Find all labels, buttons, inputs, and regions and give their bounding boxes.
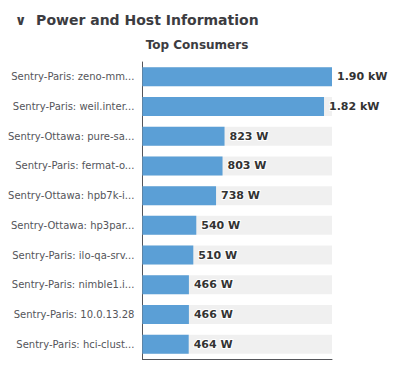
svg-text:Sentry-Paris: ilo-qa-srv...: Sentry-Paris: ilo-qa-srv...	[12, 250, 134, 261]
svg-text:466 W: 466 W	[194, 278, 233, 291]
svg-text:Sentry-Paris: weil.inter...: Sentry-Paris: weil.inter...	[13, 101, 135, 112]
svg-text:510 W: 510 W	[198, 249, 237, 262]
svg-text:Sentry-Paris: fermat-o...: Sentry-Paris: fermat-o...	[15, 160, 134, 171]
svg-text:Sentry-Paris: 10.0.13.28: Sentry-Paris: 10.0.13.28	[14, 309, 135, 320]
svg-text:1.82 kW: 1.82 kW	[329, 100, 379, 113]
svg-text:Sentry-Ottawa: hp3par...: Sentry-Ottawa: hp3par...	[11, 220, 134, 231]
svg-text:464 W: 464 W	[194, 338, 233, 351]
svg-text:Sentry-Ottawa: hpb7k-i...: Sentry-Ottawa: hpb7k-i...	[8, 190, 134, 201]
svg-text:Sentry-Paris: nimble1.i...: Sentry-Paris: nimble1.i...	[12, 279, 135, 290]
svg-text:738 W: 738 W	[221, 189, 260, 202]
svg-text:Sentry-Paris: hci-clust...: Sentry-Paris: hci-clust...	[16, 339, 134, 350]
svg-text:∨ Power and Host Information: ∨ Power and Host Information	[15, 12, 259, 28]
svg-text:Top Consumers: Top Consumers	[146, 38, 249, 52]
svg-text:803 W: 803 W	[228, 159, 267, 172]
svg-text:540 W: 540 W	[201, 219, 240, 232]
svg-text:1.90 kW: 1.90 kW	[337, 70, 387, 83]
svg-text:Sentry-Paris: zeno-mm...: Sentry-Paris: zeno-mm...	[11, 71, 134, 82]
svg-text:Sentry-Ottawa: pure-sa...: Sentry-Ottawa: pure-sa...	[8, 131, 134, 142]
svg-text:466 W: 466 W	[194, 308, 233, 321]
svg-text:823 W: 823 W	[230, 130, 269, 143]
